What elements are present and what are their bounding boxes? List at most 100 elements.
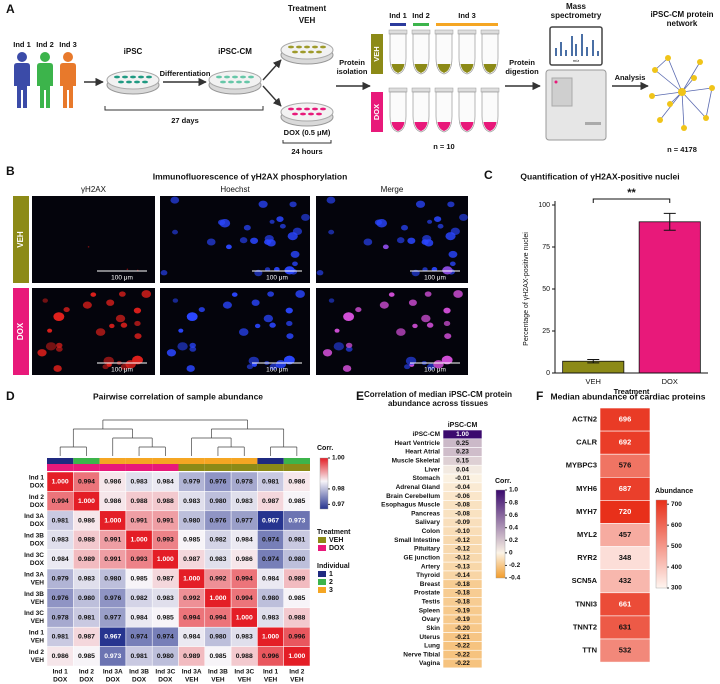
tube-cap <box>457 87 477 93</box>
cell-label: 0.991 <box>131 517 148 524</box>
row-label: Esophagus Muscle <box>381 502 440 509</box>
tube-liquid <box>437 64 451 73</box>
ms-panel <box>551 77 573 107</box>
nucleus <box>103 356 114 366</box>
row-label: Vagina <box>419 660 440 667</box>
cell-label: 0.980 <box>78 595 95 602</box>
cell-label: -0.19 <box>455 616 470 623</box>
nucleus <box>56 342 63 348</box>
cell-label: 0.981 <box>131 653 148 660</box>
nucleus <box>246 364 253 370</box>
row-tag-label: DOX <box>372 104 381 120</box>
row-label: Nerve Tibial <box>403 651 440 658</box>
nucleus <box>160 270 168 276</box>
cell-label: 0.984 <box>131 614 148 621</box>
cell-label: 0.974 <box>262 556 279 563</box>
row-label: Ind 3B <box>24 533 44 540</box>
cell-label: 0.981 <box>262 478 279 485</box>
nucleus <box>254 323 261 329</box>
cell-label: 457 <box>619 530 632 539</box>
annotation-track <box>283 458 310 464</box>
row-label: Testis <box>422 599 441 606</box>
nucleus <box>295 290 305 298</box>
nucleus <box>238 328 249 336</box>
nucleus <box>286 333 294 339</box>
cell-label: 1.00 <box>456 431 469 438</box>
cell <box>308 50 314 54</box>
nucleus <box>433 360 444 369</box>
cell <box>146 75 152 79</box>
nucleus <box>264 267 271 272</box>
group-label: Ind 1 <box>389 11 407 20</box>
row-label: ACTN2 <box>572 415 597 424</box>
nucleus <box>248 356 260 366</box>
nucleus <box>407 237 416 244</box>
cell-label: 0.04 <box>456 466 469 473</box>
step-label: 24 hours <box>291 147 322 156</box>
cell-label: 0.967 <box>262 517 279 524</box>
nucleus <box>133 307 142 314</box>
nucleus <box>222 301 232 309</box>
row-tag <box>13 288 29 375</box>
micrograph <box>316 196 468 283</box>
nucleus <box>285 307 293 314</box>
bar <box>638 221 701 374</box>
cell-label: 0.979 <box>183 478 200 485</box>
row-label: Small Intestine <box>394 537 440 544</box>
cell <box>292 50 298 54</box>
annotation-track <box>257 464 284 471</box>
nucleus <box>55 346 63 352</box>
cell-label: 0.984 <box>236 537 253 544</box>
nucleus <box>443 320 451 327</box>
row-tag <box>371 34 383 74</box>
cell-label: 0.994 <box>236 595 253 602</box>
cell-label: 0.986 <box>104 478 121 485</box>
row-label: Uterus <box>419 634 440 641</box>
row-label: MYBPC3 <box>566 461 597 470</box>
nucleus <box>95 328 106 336</box>
nucleus <box>424 291 432 297</box>
nucleus <box>284 266 295 275</box>
row-label: Ind 2 <box>29 494 45 501</box>
nucleus <box>279 223 286 229</box>
panel-title: Immunofluorescence of γH2AX phosphorylat… <box>153 171 348 181</box>
network-edge <box>681 91 685 129</box>
row-label: Skin <box>426 625 440 632</box>
cell-label: 0.988 <box>78 537 95 544</box>
dish <box>106 70 160 90</box>
cell-label: 0.983 <box>183 498 200 505</box>
error-bar <box>663 212 676 231</box>
row-label: Spleen <box>419 607 440 614</box>
colorbar-title: Abundance <box>655 488 693 495</box>
cell <box>312 107 318 111</box>
cell-label: 0.983 <box>262 614 279 621</box>
row-label: DOX <box>30 502 45 509</box>
micrograph <box>32 196 155 283</box>
cell-label: 0.983 <box>236 634 253 641</box>
tube-cap <box>388 29 408 35</box>
row-label: Adrenal Gland <box>396 484 440 491</box>
nucleus <box>231 292 238 297</box>
nucleus <box>53 312 65 321</box>
row-label: VEH <box>31 638 45 645</box>
legend-label: 3 <box>329 587 333 594</box>
tube-liquid <box>414 64 428 73</box>
tube-liquid <box>460 64 474 73</box>
x-tick-label: VEH <box>586 377 601 386</box>
column-label: VEH <box>211 677 225 684</box>
row-label: CALR <box>576 438 597 447</box>
network-edge <box>667 57 683 93</box>
row-label: MYH7 <box>576 507 597 516</box>
row-label: VEH <box>31 579 45 586</box>
y-tick-label: 100 <box>538 202 550 209</box>
cell-label: 0.980 <box>183 517 200 524</box>
legend-label: VEH <box>329 537 343 544</box>
annotation-track <box>47 464 74 471</box>
tube-liquid <box>460 122 474 131</box>
annotation-track <box>283 464 310 471</box>
nucleus <box>141 290 152 298</box>
nucleus <box>301 213 310 221</box>
nucleus <box>118 291 126 297</box>
chart-title: Median abundance of cardiac proteins <box>551 391 706 401</box>
annotation-track <box>204 464 232 471</box>
